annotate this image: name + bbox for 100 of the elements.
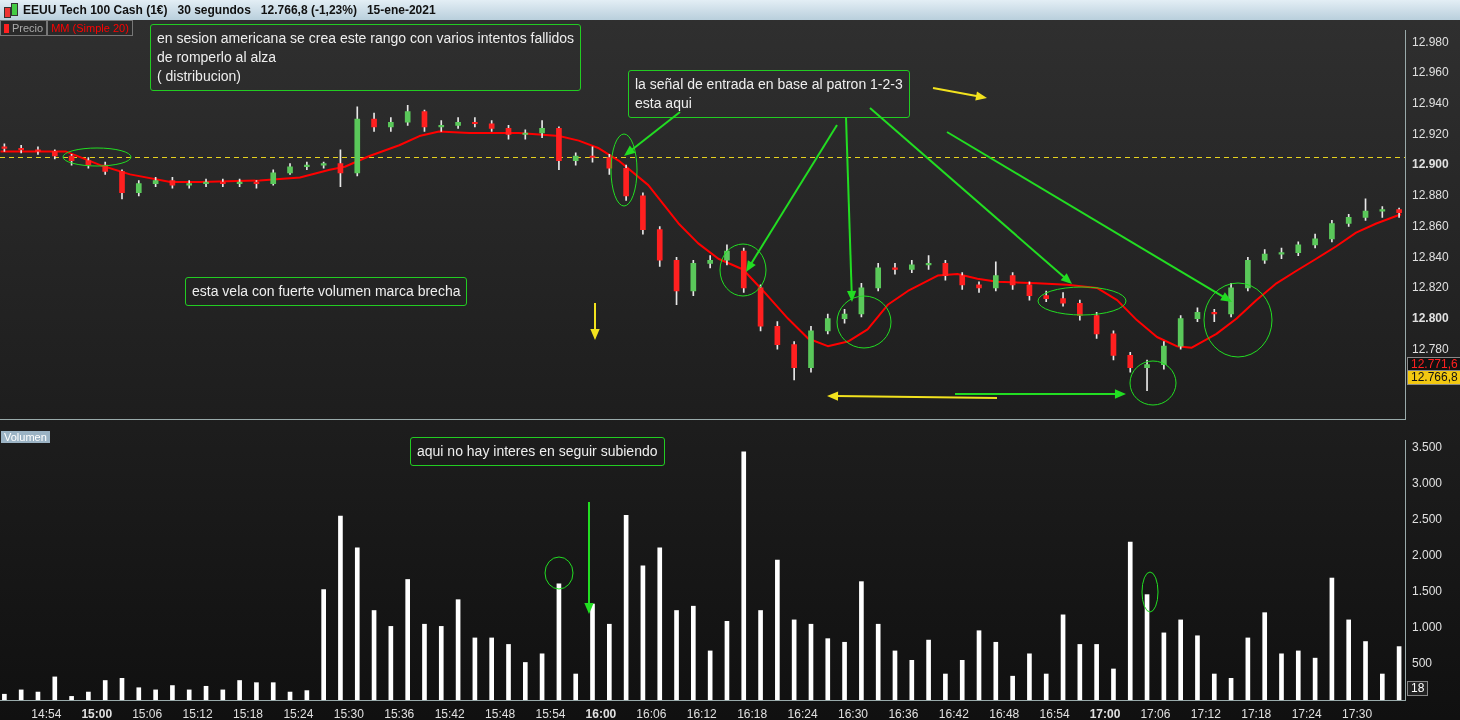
chart-title: Volumen <box>1 431 50 443</box>
y-tick-label: 12.900 <box>1412 157 1450 172</box>
y-tick-label: 2.500 <box>1412 511 1443 526</box>
bar <box>1346 619 1352 700</box>
bar <box>1211 673 1217 700</box>
bar <box>758 610 763 700</box>
x-tick-label: 15:18 <box>233 706 264 720</box>
bar <box>859 581 864 700</box>
bar <box>1178 619 1183 700</box>
bar <box>422 623 427 700</box>
bar <box>1279 653 1284 700</box>
x-tick-label: 16:36 <box>888 706 919 720</box>
text: 12.771,6 <box>1407 357 1460 372</box>
annotation: en sesion americana se crea este rango con varios intentos fallidos de romperlo al alza ( distribucion) <box>150 24 582 91</box>
bar <box>18 689 24 700</box>
y-tick-label: 1.500 <box>1412 584 1443 599</box>
x-tick-label: 17:00 <box>1089 706 1121 720</box>
x-tick-label: 16:18 <box>737 706 768 720</box>
x-tick-label: 17:18 <box>1241 706 1272 720</box>
bar <box>170 685 175 700</box>
chart-title: EEUU Tech 100 Cash (1€) 30 segundos 12.766,8 (-1,23%) 15-ene-2021 <box>23 3 436 17</box>
bar <box>270 682 276 700</box>
candlestick <box>186 180 193 189</box>
bar <box>1127 541 1133 700</box>
x-tick-label: 15:36 <box>384 706 415 720</box>
bar <box>909 659 915 700</box>
x-tick-label: 15:54 <box>535 706 566 720</box>
bar <box>220 689 226 700</box>
bar <box>522 662 528 700</box>
bar <box>489 637 494 700</box>
bar <box>254 682 259 700</box>
bar <box>102 680 108 700</box>
y-tick-label: 3.500 <box>1412 439 1443 454</box>
bar <box>1379 673 1385 700</box>
y-tick-label: 12.920 <box>1412 126 1450 141</box>
bar <box>842 641 847 700</box>
y-tick-label: 3.000 <box>1412 475 1443 490</box>
bar <box>993 641 999 700</box>
bar <box>1295 650 1301 700</box>
bar <box>657 547 663 700</box>
y-tick-label: 12.980 <box>1412 34 1450 49</box>
candlestick <box>892 263 898 275</box>
candlestick <box>1379 206 1386 218</box>
bar <box>136 687 142 700</box>
y-tick-label: 2.000 <box>1412 547 1443 562</box>
bar <box>926 639 931 700</box>
bar <box>741 451 747 700</box>
bar <box>506 644 511 700</box>
candlestick <box>539 120 545 138</box>
text: 18 <box>1407 681 1429 696</box>
annotation: esta vela con fuerte volumen marca brecha <box>185 277 468 306</box>
x-tick-label: 15:12 <box>182 706 213 720</box>
x-tick-label: 16:54 <box>1039 706 1070 720</box>
bar <box>573 673 579 700</box>
candlestick <box>1211 309 1218 322</box>
x-tick-label: 15:48 <box>485 706 516 720</box>
bar <box>338 515 343 700</box>
bar <box>1195 635 1200 700</box>
bar <box>1363 641 1368 700</box>
x-tick-label: 17:12 <box>1190 706 1222 720</box>
bar <box>959 659 965 700</box>
bar <box>1043 673 1049 700</box>
annotation: la señal de entrada en base al patron 1-2-3 esta aqui <box>628 70 910 118</box>
bar <box>825 638 831 700</box>
candlestick <box>35 146 41 155</box>
bar <box>186 689 192 700</box>
candlestick <box>1144 359 1150 391</box>
y-tick-label: 12.940 <box>1412 96 1450 111</box>
bar <box>2 693 7 700</box>
bar <box>607 623 612 700</box>
annotation: aqui no hay interes en seguir subiendo <box>410 437 665 466</box>
bar <box>1094 644 1099 700</box>
bar <box>237 680 242 700</box>
y-tick-label: 12.840 <box>1412 249 1450 264</box>
bar <box>775 559 780 700</box>
x-tick-label: 16:42 <box>938 706 970 720</box>
bar <box>674 610 679 700</box>
x-tick-label: 16:06 <box>636 706 667 720</box>
bar <box>691 605 696 700</box>
text: MM (Simple 20) <box>51 22 129 34</box>
x-tick-label: 15:00 <box>81 706 113 720</box>
x-tick-label: 16:30 <box>837 706 869 720</box>
y-tick-label: 500 <box>1412 656 1433 671</box>
x-tick-label: 14:54 <box>31 706 62 720</box>
bar <box>86 691 91 700</box>
x-tick-label: 17:06 <box>1140 706 1171 720</box>
x-tick-label: 15:42 <box>434 706 466 720</box>
bar <box>1027 653 1032 700</box>
y-tick-label: 12.880 <box>1412 188 1450 203</box>
bar <box>153 689 158 700</box>
y-tick-label: 12.960 <box>1412 65 1450 80</box>
bar <box>405 579 411 700</box>
legend-label: Precio <box>12 22 44 34</box>
x-tick-label: 15:06 <box>132 706 163 720</box>
y-tick-label: 1.000 <box>1412 620 1443 635</box>
x-tick-label: 15:24 <box>283 706 314 720</box>
x-tick-label: 17:30 <box>1342 706 1373 720</box>
x-tick-label: 15:30 <box>333 706 365 720</box>
x-tick-label: 17:24 <box>1291 706 1323 720</box>
bar <box>438 626 444 700</box>
